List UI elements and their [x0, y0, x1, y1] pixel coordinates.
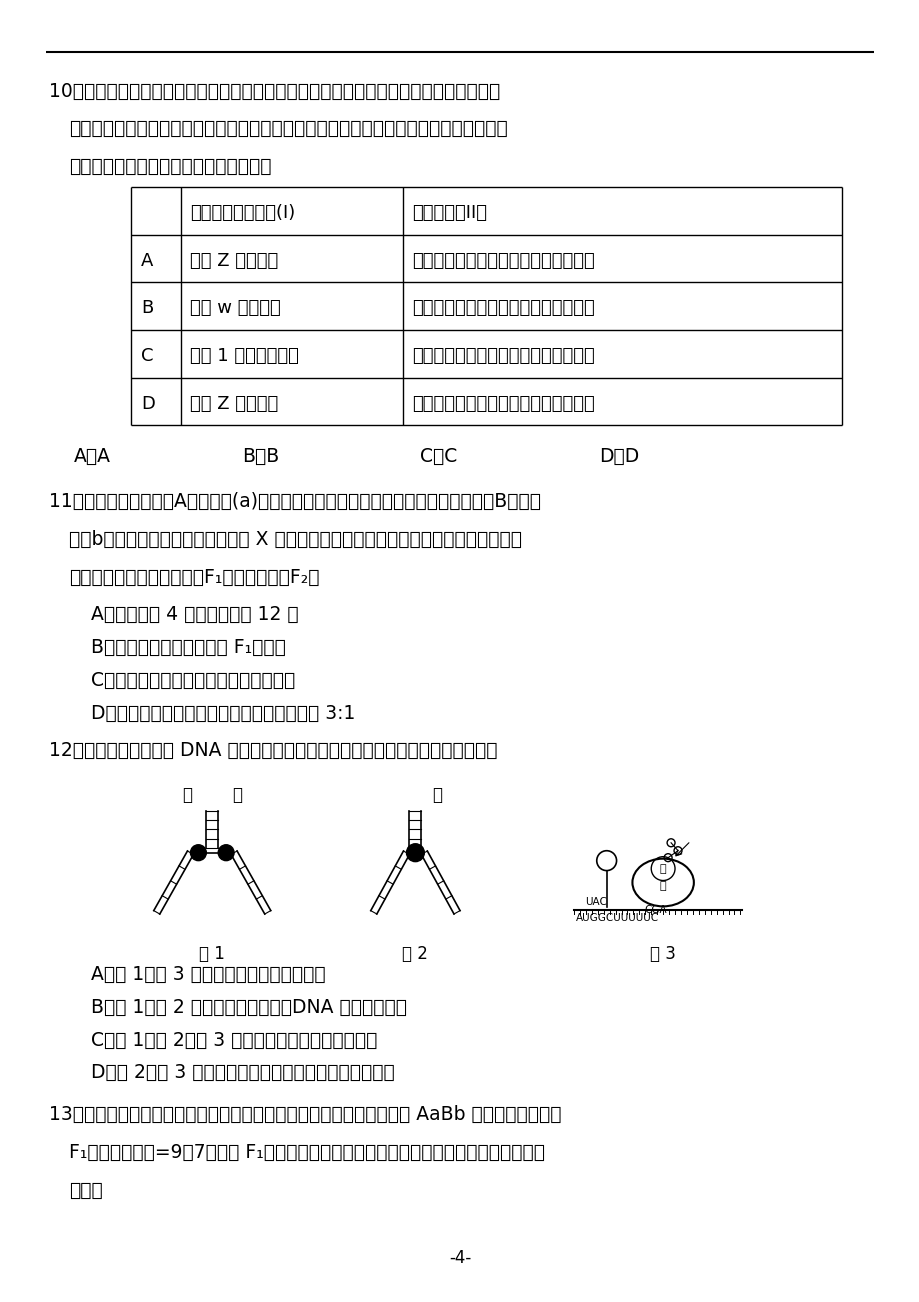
Circle shape — [190, 845, 206, 861]
Text: -4-: -4- — [448, 1249, 471, 1267]
Text: B: B — [141, 299, 153, 318]
Text: 酶: 酶 — [232, 786, 242, 805]
Text: 位于 Z 染色体上: 位于 Z 染色体上 — [190, 251, 278, 270]
Circle shape — [406, 844, 424, 862]
Text: 隐性表型的雌鸡与显性纯合子雄鸡杂交: 隐性表型的雌鸡与显性纯合子雄鸡杂交 — [412, 251, 595, 270]
Text: B．图 1、图 2 过程都需要解旋酶、DNA 聚合酶的催化: B．图 1、图 2 过程都需要解旋酶、DNA 聚合酶的催化 — [91, 997, 407, 1017]
Text: 位于 w 染色体上: 位于 w 染色体上 — [190, 299, 281, 318]
Text: C．雌果蝇中纯合子与杂合子的比例相等: C．雌果蝇中纯合子与杂合子的比例相等 — [91, 671, 295, 690]
Text: 比例是: 比例是 — [69, 1181, 102, 1199]
Text: 隐性表型的雌鸡与显性纯合子雄鸡杂交: 隐性表型的雌鸡与显性纯合子雄鸡杂交 — [412, 299, 595, 318]
Text: C．C: C．C — [420, 448, 457, 466]
Text: B．B: B．B — [242, 448, 279, 466]
Text: 杂交类型（II）: 杂交类型（II） — [412, 204, 487, 221]
Text: AUGGCUUUUUC: AUGGCUUUUUC — [575, 913, 658, 923]
Ellipse shape — [631, 858, 693, 906]
Text: 显性表型的雌鸡与隐性纯合子雄鸡杂交: 显性表型的雌鸡与隐性纯合子雄鸡杂交 — [412, 395, 595, 413]
Text: 内: 内 — [659, 881, 665, 892]
Text: 图 1: 图 1 — [199, 945, 225, 963]
Text: D．雌果蝇中正常翅个体与短翅个体的比例为 3:1: D．雌果蝇中正常翅个体与短翅个体的比例为 3:1 — [91, 703, 356, 723]
Text: 13．已知某品种油菜粒色受两对等位基因控制（独立遗传），基因型为 AaBb 的黄粒油菜自交，: 13．已知某品种油菜粒色受两对等位基因控制（独立遗传），基因型为 AaBb 的黄… — [49, 1105, 561, 1124]
Text: 12．下图是真核细胞中 DNA 分子复制、基因表达的示意图，下列相关叙述正确的是: 12．下图是真核细胞中 DNA 分子复制、基因表达的示意图，下列相关叙述正确的是 — [49, 741, 496, 760]
Text: D: D — [141, 395, 154, 413]
Text: B．雄果蝇的红眼基因来自 F₁的父方: B．雄果蝇的红眼基因来自 F₁的父方 — [91, 638, 286, 658]
Text: UAC: UAC — [584, 897, 606, 907]
Text: F₁中黄粒：黑粒=9：7。现将 F₁中全部的黄粒个体进行测交，则后代中黑粒纯合子所占的: F₁中黄粒：黑粒=9：7。现将 F₁中全部的黄粒个体进行测交，则后代中黑粒纯合子… — [69, 1143, 544, 1161]
Text: 位于 Z 染色体上: 位于 Z 染色体上 — [190, 395, 278, 413]
Text: A．图 1、图 3 过程都主要发生在细胞核内: A．图 1、图 3 过程都主要发生在细胞核内 — [91, 965, 325, 984]
Text: 甲: 甲 — [659, 863, 665, 874]
Text: A: A — [141, 251, 153, 270]
Text: D．图 2、图 3 过程所需原料分别是脱氧核苷酸、氨基酸: D．图 2、图 3 过程所需原料分别是脱氧核苷酸、氨基酸 — [91, 1064, 394, 1082]
Text: C: C — [141, 346, 153, 365]
Text: CGA: CGA — [643, 905, 665, 915]
Text: 酶: 酶 — [432, 786, 442, 805]
Text: 隐性表型的雌鸡与显性纯合子雄鸡杂交: 隐性表型的雌鸡与显性纯合子雄鸡杂交 — [412, 346, 595, 365]
Text: 高。场主想在幼年期就卖掉雌鸡，留下雄鸡以节约成本。根据伴性遗传的特点，请你帮他: 高。场主想在幼年期就卖掉雌鸡，留下雄鸡以节约成本。根据伴性遗传的特点，请你帮他 — [69, 120, 506, 138]
Text: 图 3: 图 3 — [650, 945, 675, 963]
Text: 遗传标志物的位置(I): 遗传标志物的位置(I) — [190, 204, 295, 221]
Text: D．D: D．D — [598, 448, 639, 466]
Circle shape — [218, 845, 233, 861]
Text: 眼（b）为显性，相关等位基因位于 X 染色体上。现有一只纯合红眼短翅雌果蝇和一只纯: 眼（b）为显性，相关等位基因位于 X 染色体上。现有一只纯合红眼短翅雌果蝇和一只… — [69, 530, 521, 548]
Text: 酶: 酶 — [182, 786, 192, 805]
Text: C．图 1、图 2、图 3 过程都遵循碱基互补配对原则: C．图 1、图 2、图 3 过程都遵循碱基互补配对原则 — [91, 1031, 378, 1049]
Text: A．A: A．A — [74, 448, 110, 466]
Text: 位于 1 条常染色体上: 位于 1 条常染色体上 — [190, 346, 299, 365]
Text: A．表现型有 4 种，基因型有 12 种: A．表现型有 4 种，基因型有 12 种 — [91, 605, 299, 624]
Text: 合白眼正常翅雄果蝇杂交，F₁雌雄交配，则F₂中: 合白眼正常翅雄果蝇杂交，F₁雌雄交配，则F₂中 — [69, 568, 319, 586]
Text: 图 2: 图 2 — [402, 945, 428, 963]
Text: 11．果蝇中，正常翅（A）对短翅(a)为显性，相关等位基因位于常染色体上；红眼（B）对白: 11．果蝇中，正常翅（A）对短翅(a)为显性，相关等位基因位于常染色体上；红眼（… — [49, 492, 540, 510]
Text: 10．某养鸡场主以卖肉鸡为主要创收手段。由于公鸡肉味相对于母鸡更鲜美，其价格也更: 10．某养鸡场主以卖肉鸡为主要创收手段。由于公鸡肉味相对于母鸡更鲜美，其价格也更 — [49, 82, 499, 100]
Text: 选择一种合适的遗传标志物和恰当的方案: 选择一种合适的遗传标志物和恰当的方案 — [69, 158, 271, 176]
